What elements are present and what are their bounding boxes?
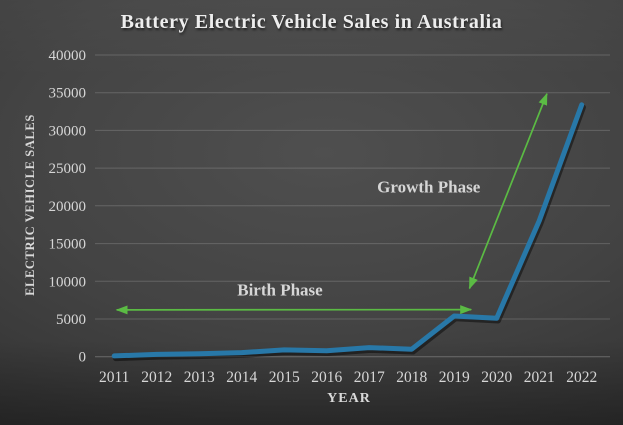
birth-phase-label: Birth Phase <box>237 281 323 300</box>
growth-phase-arrow <box>468 92 548 290</box>
x-tick-label: 2022 <box>566 369 597 386</box>
growth-phase-label: Growth Phase <box>377 177 481 196</box>
sales-line-shadow <box>112 104 586 362</box>
x-tick-label: 2018 <box>396 369 427 386</box>
sales-line <box>111 102 585 359</box>
y-tick-label: 30000 <box>49 123 87 139</box>
x-tick-label: 2016 <box>311 369 342 386</box>
x-tick-label: 2021 <box>524 369 555 386</box>
x-axis-title: YEAR <box>327 391 371 406</box>
y-tick-label: 40000 <box>49 48 87 64</box>
y-tick-label: 10000 <box>49 274 87 290</box>
x-tick-label: 2014 <box>226 369 257 386</box>
chart-title: Battery Electric Vehicle Sales in Austra… <box>120 11 503 33</box>
x-tick-label: 2020 <box>481 369 512 386</box>
y-tick-label: 15000 <box>49 237 87 253</box>
y-tick-label: 0 <box>79 350 87 366</box>
y-tick-label: 35000 <box>49 86 87 102</box>
x-tick-label: 2017 <box>354 369 385 386</box>
x-tick-label: 2019 <box>439 369 470 386</box>
x-tick-label: 2015 <box>269 369 300 386</box>
x-tick-label: 2013 <box>184 369 215 386</box>
y-tick-label: 25000 <box>49 161 87 177</box>
y-tick-label: 5000 <box>56 312 86 328</box>
x-tick-label: 2012 <box>141 369 172 386</box>
y-tick-label: 20000 <box>49 199 87 215</box>
x-tick-label: 2011 <box>99 369 129 386</box>
